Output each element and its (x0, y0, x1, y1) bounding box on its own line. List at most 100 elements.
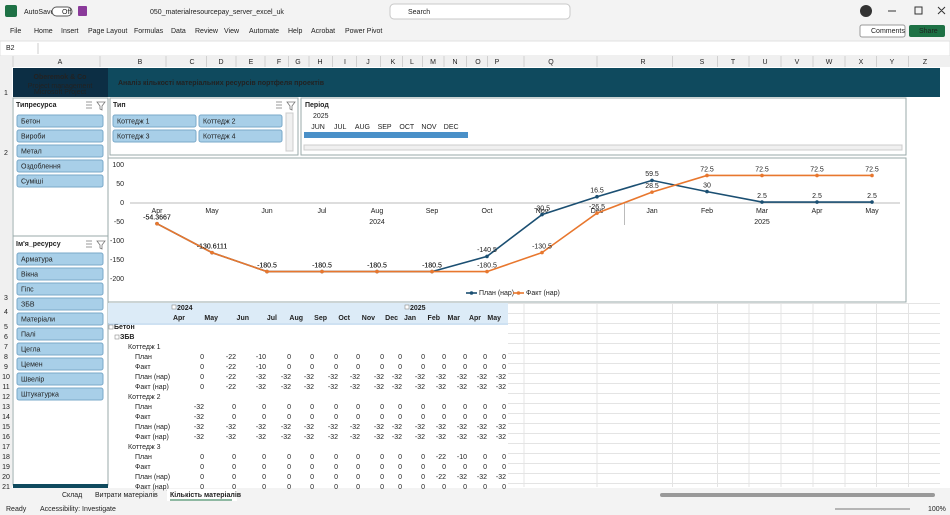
status-zoom[interactable]: 100% (928, 506, 946, 513)
row-header[interactable]: 19 (2, 464, 10, 471)
column-header[interactable]: Q (548, 59, 554, 66)
row-header[interactable]: 5 (4, 324, 8, 331)
row-header[interactable]: 4 (4, 309, 8, 316)
column-header[interactable]: T (731, 59, 736, 66)
period-month[interactable]: JUN (311, 124, 325, 131)
share-label[interactable]: Share (919, 28, 938, 35)
column-header[interactable]: F (277, 59, 281, 66)
comments-button[interactable] (859, 24, 906, 38)
row-header[interactable]: 3 (4, 295, 8, 302)
column-header[interactable]: B (138, 59, 143, 66)
column-header[interactable]: L (410, 59, 414, 66)
row-header[interactable]: 16 (2, 434, 10, 441)
slicer-button-label[interactable]: Коттедж 4 (203, 133, 236, 140)
slicer-button[interactable] (16, 129, 104, 143)
type-scrollbar[interactable] (285, 112, 294, 152)
row-header[interactable]: 12 (2, 394, 10, 401)
name-box[interactable]: B2 (6, 45, 15, 52)
slicer-button[interactable] (16, 252, 104, 266)
slicer-button-label[interactable]: Арматура (21, 256, 53, 263)
column-header[interactable]: I (344, 59, 346, 66)
column-header[interactable]: W (826, 59, 833, 66)
row-header[interactable]: 9 (4, 364, 8, 371)
menu-item[interactable]: Formulas (134, 28, 164, 35)
row-header[interactable]: 18 (2, 454, 10, 461)
slicer-button[interactable] (16, 174, 104, 188)
column-header[interactable]: R (640, 59, 645, 66)
column-header[interactable]: G (295, 59, 300, 66)
slicer-button[interactable] (16, 114, 104, 128)
slicer-button[interactable] (16, 267, 104, 281)
slicer-button[interactable] (16, 327, 104, 341)
slicer-button[interactable] (16, 312, 104, 326)
column-header[interactable]: M (430, 59, 436, 66)
period-month[interactable]: NOV (421, 124, 437, 131)
slicer-button[interactable] (198, 129, 283, 143)
collapse-box[interactable] (108, 324, 114, 330)
slicer-button-label[interactable]: Матеріали (21, 315, 55, 323)
slicer-button[interactable] (112, 114, 197, 128)
column-header[interactable]: Z (923, 59, 928, 66)
sheet-tab[interactable]: Склад (62, 492, 82, 499)
menu-item[interactable]: Home (34, 28, 53, 35)
slicer-button-label[interactable]: Бетон (21, 118, 40, 125)
slicer-button[interactable] (16, 282, 104, 296)
status-accessibility[interactable]: Accessibility: Investigate (40, 506, 116, 513)
column-header[interactable]: O (475, 59, 481, 66)
column-header[interactable]: N (452, 59, 457, 66)
slicer-button-label[interactable]: Швелір (21, 375, 44, 383)
collapse-box[interactable] (171, 304, 177, 310)
column-header[interactable]: Y (890, 59, 895, 66)
column-header[interactable]: P (495, 59, 500, 66)
slicer-button[interactable] (112, 129, 197, 143)
column-header[interactable]: J (366, 59, 370, 66)
autosave-toggle[interactable] (51, 6, 73, 17)
comments-label[interactable]: Comments (871, 28, 905, 35)
row-header[interactable]: 13 (2, 404, 10, 411)
menu-item[interactable]: Data (171, 28, 186, 35)
period-month[interactable]: DEC (444, 124, 459, 131)
row-header[interactable]: 20 (2, 474, 10, 481)
collapse-box[interactable] (114, 334, 120, 340)
column-header[interactable]: X (859, 59, 864, 66)
slicer-button-label[interactable]: Цегла (21, 346, 41, 353)
menu-item[interactable]: Power Pivot (345, 28, 382, 35)
column-header[interactable]: D (218, 59, 223, 66)
row-header[interactable]: 15 (2, 424, 10, 431)
slicer-button[interactable] (16, 387, 104, 401)
slicer-button-label[interactable]: Вироби (21, 132, 45, 140)
menu-item[interactable]: Help (288, 28, 303, 35)
row-header[interactable]: 17 (2, 444, 10, 451)
avatar[interactable] (860, 5, 872, 17)
period-timeline[interactable] (304, 132, 468, 138)
row-header[interactable]: 14 (2, 414, 10, 421)
menu-item[interactable]: View (224, 28, 240, 35)
period-month[interactable]: OCT (399, 124, 415, 131)
slicer-button[interactable] (16, 357, 104, 371)
column-header[interactable]: V (795, 59, 800, 66)
period-month[interactable]: SEP (378, 124, 392, 131)
horizontal-scrollbar[interactable] (660, 493, 935, 497)
menu-item[interactable]: File (10, 28, 21, 35)
slicer-button-label[interactable]: Коттедж 3 (117, 133, 150, 140)
period-month[interactable]: JUL (334, 124, 347, 131)
slicer-icons[interactable] (86, 101, 106, 111)
slicer-button-label[interactable]: Коттедж 2 (203, 118, 236, 125)
slicer-button-label[interactable]: Цемен (21, 361, 43, 368)
slicer-button[interactable] (198, 114, 283, 128)
slicer-icons[interactable] (86, 240, 106, 250)
column-header[interactable]: A (58, 59, 63, 66)
row-header[interactable]: 8 (4, 354, 8, 361)
sheet-tab[interactable]: Кількість матеріалів (170, 491, 242, 499)
slicer-button[interactable] (16, 144, 104, 158)
slicer-button[interactable] (16, 372, 104, 386)
column-header[interactable]: U (762, 59, 767, 66)
menu-item[interactable]: Acrobat (311, 28, 335, 35)
sheet-tab[interactable]: Витрати матеріалів (95, 491, 158, 499)
save-icon[interactable] (78, 6, 87, 16)
slicer-button-label[interactable]: Штукатурка (21, 391, 59, 398)
slicer-button-label[interactable]: ЗБВ (21, 301, 35, 308)
slicer-button-label[interactable]: Вікна (21, 270, 38, 278)
share-button[interactable] (909, 25, 945, 37)
column-header[interactable]: E (249, 59, 254, 66)
